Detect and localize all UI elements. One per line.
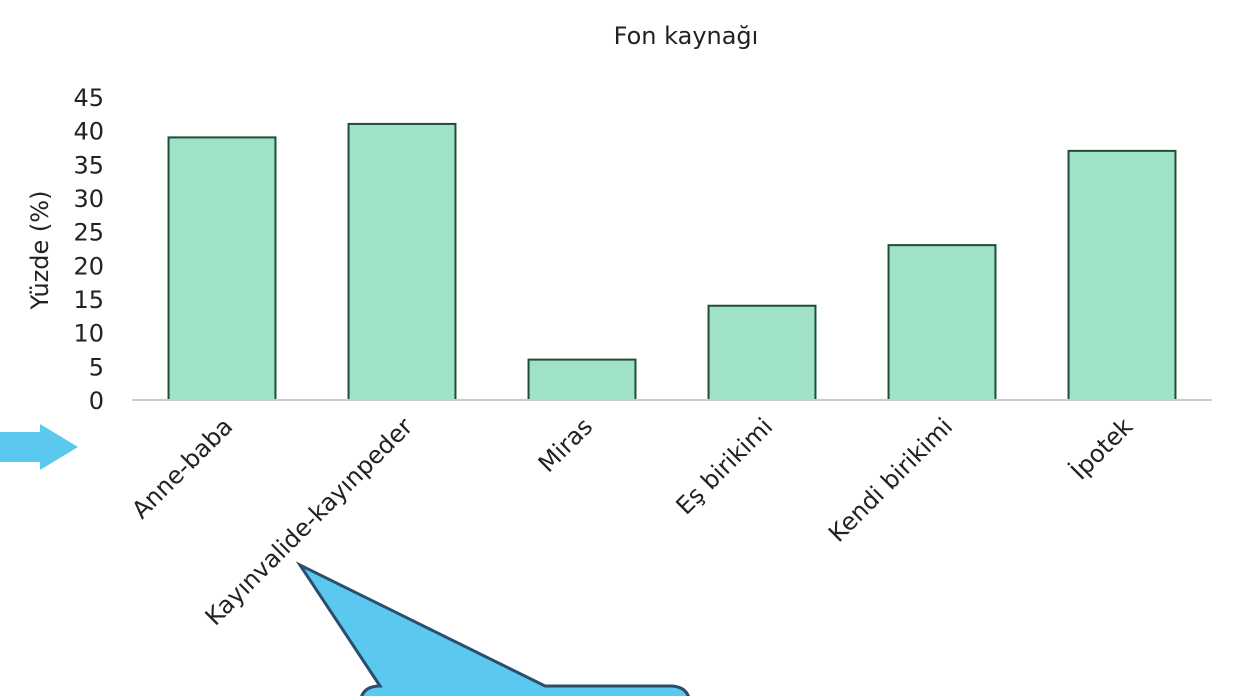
y-tick-label: 35 xyxy=(73,151,104,179)
bar xyxy=(347,122,457,402)
x-tick-label: Anne-baba xyxy=(126,412,238,524)
x-tick-label: Eş birikimi xyxy=(671,412,779,520)
y-tick-label: 45 xyxy=(73,84,104,112)
bar xyxy=(707,304,817,402)
y-tick-label: 0 xyxy=(89,387,104,415)
bar xyxy=(167,136,277,401)
bar xyxy=(527,358,637,402)
chart-title: Fon kaynağı xyxy=(614,22,759,50)
y-tick-label: 25 xyxy=(73,219,104,247)
bar xyxy=(1067,149,1177,401)
y-tick-label: 20 xyxy=(73,252,104,280)
x-tick-label: İpotek xyxy=(1065,412,1139,486)
y-tick-label: 10 xyxy=(73,320,104,348)
y-tick-label: 5 xyxy=(89,353,104,381)
arrow-decoration xyxy=(0,424,78,470)
x-tick-label: Kayınvalide-kayınpeder xyxy=(200,412,419,631)
x-tick-label: Miras xyxy=(533,412,598,477)
y-tick-label: 30 xyxy=(73,185,104,213)
bar xyxy=(887,244,997,401)
callout-bubble xyxy=(295,561,690,696)
y-tick-label: 15 xyxy=(73,286,104,314)
y-axis-title: Yüzde (%) xyxy=(26,191,54,311)
x-tick-label: Kendi birikimi xyxy=(823,412,958,547)
y-tick-label: 40 xyxy=(73,118,104,146)
